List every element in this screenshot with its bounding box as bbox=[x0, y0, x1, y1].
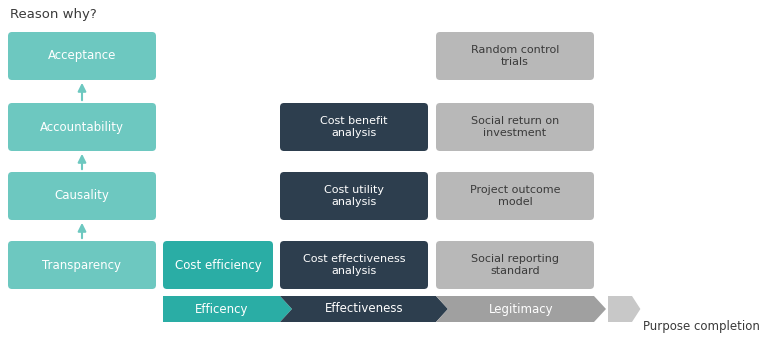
Text: Reason why?: Reason why? bbox=[10, 8, 97, 21]
Text: Cost effectiveness
analysis: Cost effectiveness analysis bbox=[303, 254, 406, 276]
Text: Transparency: Transparency bbox=[42, 258, 121, 271]
FancyBboxPatch shape bbox=[8, 103, 156, 151]
Text: Social return on
investment: Social return on investment bbox=[471, 116, 559, 138]
FancyBboxPatch shape bbox=[8, 172, 156, 220]
Text: Project outcome
model: Project outcome model bbox=[470, 185, 560, 207]
Text: Accountability: Accountability bbox=[40, 120, 124, 133]
FancyBboxPatch shape bbox=[436, 103, 594, 151]
Text: Efficency: Efficency bbox=[195, 302, 248, 315]
Text: Random control
trials: Random control trials bbox=[471, 45, 559, 67]
Polygon shape bbox=[280, 296, 448, 322]
Polygon shape bbox=[608, 296, 631, 322]
FancyBboxPatch shape bbox=[280, 103, 428, 151]
Text: Legitimacy: Legitimacy bbox=[488, 302, 553, 315]
Text: Acceptance: Acceptance bbox=[48, 49, 116, 62]
Polygon shape bbox=[618, 296, 641, 322]
Polygon shape bbox=[436, 296, 606, 322]
FancyBboxPatch shape bbox=[8, 32, 156, 80]
FancyBboxPatch shape bbox=[436, 32, 594, 80]
Text: Causality: Causality bbox=[55, 190, 109, 203]
FancyBboxPatch shape bbox=[280, 172, 428, 220]
Text: Cost utility
analysis: Cost utility analysis bbox=[324, 185, 384, 207]
Polygon shape bbox=[163, 296, 292, 322]
FancyBboxPatch shape bbox=[8, 241, 156, 289]
Text: Cost benefit
analysis: Cost benefit analysis bbox=[320, 116, 388, 138]
FancyBboxPatch shape bbox=[436, 172, 594, 220]
Text: Effectiveness: Effectiveness bbox=[325, 302, 403, 315]
Text: Cost efficiency: Cost efficiency bbox=[174, 258, 261, 271]
FancyBboxPatch shape bbox=[163, 241, 273, 289]
FancyBboxPatch shape bbox=[280, 241, 428, 289]
Text: Social reporting
standard: Social reporting standard bbox=[471, 254, 559, 276]
FancyBboxPatch shape bbox=[436, 241, 594, 289]
Text: Purpose completion: Purpose completion bbox=[643, 320, 760, 333]
